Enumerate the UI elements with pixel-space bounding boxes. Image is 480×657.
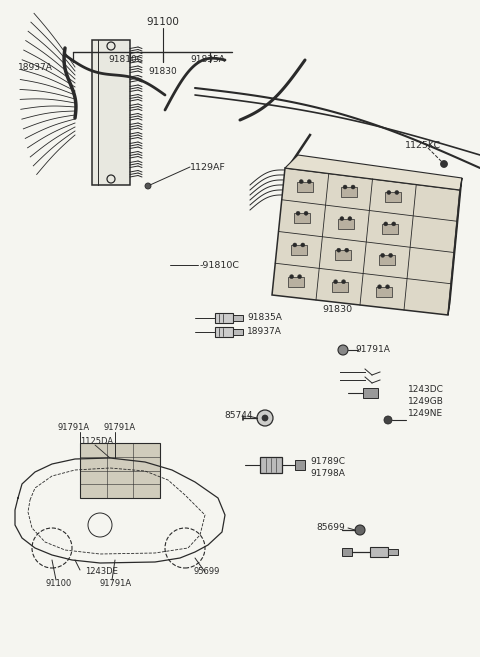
Bar	[80, 443, 160, 498]
Text: 1129AF: 1129AF	[190, 162, 226, 171]
Text: 18937A: 18937A	[18, 64, 53, 72]
Circle shape	[334, 280, 337, 284]
Text: 91791A: 91791A	[103, 424, 135, 432]
Text: 85699: 85699	[316, 522, 345, 532]
Text: 91100: 91100	[146, 17, 180, 27]
Text: 18937A: 18937A	[247, 327, 282, 336]
Text: 91835A: 91835A	[190, 55, 225, 64]
Bar	[338, 219, 354, 229]
Circle shape	[301, 243, 305, 247]
Circle shape	[299, 179, 303, 183]
Text: 1125DA: 1125DA	[80, 438, 113, 447]
Bar	[388, 549, 398, 555]
Text: -91810C: -91810C	[200, 260, 240, 269]
Text: 91791A: 91791A	[355, 346, 390, 355]
Circle shape	[338, 345, 348, 355]
Circle shape	[337, 248, 341, 252]
Circle shape	[298, 275, 301, 279]
Bar	[382, 224, 398, 234]
Polygon shape	[448, 178, 462, 315]
Bar	[342, 548, 352, 556]
Circle shape	[342, 280, 346, 284]
Text: 91835A: 91835A	[247, 313, 282, 323]
Text: 1243DC: 1243DC	[408, 386, 444, 394]
Polygon shape	[272, 168, 460, 315]
Text: 95699: 95699	[193, 568, 219, 576]
Bar	[92, 40, 130, 185]
Bar	[215, 313, 233, 323]
Text: 1249GB: 1249GB	[408, 397, 444, 407]
Circle shape	[345, 248, 349, 252]
Bar	[288, 277, 304, 286]
Circle shape	[343, 185, 347, 189]
Circle shape	[384, 222, 388, 226]
Text: 91789C: 91789C	[310, 457, 345, 466]
Bar	[335, 250, 351, 260]
Bar	[215, 327, 233, 337]
Bar	[370, 547, 388, 557]
Bar	[291, 245, 307, 255]
Circle shape	[145, 183, 151, 189]
Circle shape	[293, 243, 297, 247]
Circle shape	[441, 160, 447, 168]
Bar	[297, 181, 313, 192]
Circle shape	[289, 275, 294, 279]
Circle shape	[355, 525, 365, 535]
Polygon shape	[285, 155, 462, 190]
Bar	[375, 287, 392, 297]
Text: 91830: 91830	[322, 306, 352, 315]
Circle shape	[395, 191, 399, 194]
Text: 91830: 91830	[148, 66, 177, 76]
Bar	[363, 388, 378, 398]
Circle shape	[262, 415, 268, 421]
Bar	[379, 256, 395, 265]
Bar	[233, 329, 243, 335]
Circle shape	[340, 217, 344, 221]
Circle shape	[378, 284, 382, 289]
Text: 85744: 85744	[224, 411, 252, 420]
Circle shape	[304, 212, 308, 215]
Text: 1249NE: 1249NE	[408, 409, 443, 419]
Bar	[385, 193, 401, 202]
Text: 91791A: 91791A	[58, 424, 90, 432]
Bar	[294, 214, 310, 223]
Bar	[260, 457, 282, 473]
Bar	[341, 187, 357, 197]
Text: 1243DE: 1243DE	[85, 568, 118, 576]
Text: 91791A: 91791A	[100, 579, 132, 587]
Circle shape	[307, 179, 311, 183]
Text: 1125KC: 1125KC	[405, 141, 441, 150]
Circle shape	[348, 217, 352, 221]
Bar	[332, 282, 348, 292]
Circle shape	[296, 212, 300, 215]
Circle shape	[351, 185, 355, 189]
Circle shape	[384, 416, 392, 424]
Bar	[295, 460, 305, 470]
Circle shape	[381, 254, 384, 258]
Circle shape	[257, 410, 273, 426]
Circle shape	[389, 254, 393, 258]
Circle shape	[387, 191, 391, 194]
Circle shape	[385, 284, 390, 289]
Text: 91100: 91100	[45, 579, 71, 587]
Bar	[233, 315, 243, 321]
Text: 91798A: 91798A	[310, 468, 345, 478]
Text: 91810C: 91810C	[108, 55, 143, 64]
Circle shape	[392, 222, 396, 226]
